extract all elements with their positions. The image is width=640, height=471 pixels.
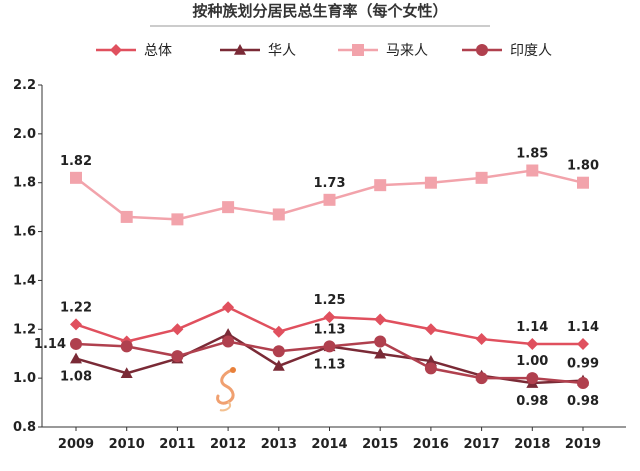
data-point bbox=[120, 367, 133, 379]
data-label: 0.98 bbox=[516, 394, 548, 409]
x-tick-label: 2009 bbox=[58, 437, 94, 452]
data-point bbox=[171, 323, 184, 336]
data-label: 1.73 bbox=[313, 176, 345, 191]
data-point bbox=[70, 352, 82, 364]
data-point bbox=[374, 179, 387, 192]
x-tick-label: 2010 bbox=[109, 437, 145, 452]
data-point bbox=[323, 340, 336, 353]
y-tick-label: 2.0 bbox=[13, 127, 36, 142]
data-point bbox=[424, 176, 437, 189]
data-point bbox=[424, 355, 437, 366]
x-tick-label: 2019 bbox=[565, 437, 601, 452]
x-tick-label: 2012 bbox=[210, 437, 246, 452]
data-point bbox=[272, 345, 285, 358]
x-tick-label: 2013 bbox=[261, 437, 297, 452]
data-point bbox=[475, 372, 488, 385]
y-tick-label: 1.8 bbox=[13, 176, 36, 191]
series-2 bbox=[70, 164, 589, 226]
data-point bbox=[374, 347, 387, 359]
legend-marker bbox=[476, 44, 488, 56]
data-point bbox=[323, 311, 336, 324]
data-label: 1.85 bbox=[516, 147, 548, 162]
data-point bbox=[526, 164, 539, 177]
data-label: 1.13 bbox=[313, 322, 345, 337]
data-point bbox=[171, 213, 184, 226]
data-label: 1.00 bbox=[516, 354, 548, 369]
data-point bbox=[374, 313, 387, 326]
legend-item-1: 华人 bbox=[220, 43, 296, 59]
legend-marker bbox=[234, 44, 246, 55]
data-label: 1.80 bbox=[567, 159, 599, 174]
y-axis: 0.8 1.0 1.2 1.4 1.6 1.8 2.0 2.2 bbox=[13, 78, 43, 435]
legend-label: 印度人 bbox=[510, 43, 552, 59]
data-label: 1.22 bbox=[60, 300, 92, 315]
data-point bbox=[70, 337, 82, 350]
data-point bbox=[70, 318, 82, 331]
x-tick-label: 2011 bbox=[159, 437, 195, 452]
x-axis: 2009 2010 2011 2012 2013 2014 2015 2016 2017 2018… bbox=[42, 426, 626, 452]
legend-marker bbox=[110, 44, 122, 56]
data-label: 1.14 bbox=[34, 337, 66, 352]
data-point bbox=[374, 335, 387, 348]
series-group bbox=[70, 164, 589, 390]
y-tick-label: 1.2 bbox=[13, 322, 36, 337]
legend-item-2: 马来人 bbox=[338, 43, 428, 59]
data-point bbox=[577, 337, 589, 350]
data-point bbox=[272, 208, 285, 221]
data-point bbox=[222, 201, 235, 214]
data-label: 0.99 bbox=[567, 357, 599, 372]
data-point bbox=[475, 333, 488, 346]
legend: 总体 华人 马来人 印度人 bbox=[96, 43, 552, 59]
x-tick-label: 2014 bbox=[311, 437, 347, 452]
legend-label: 总体 bbox=[144, 43, 172, 59]
series-0 bbox=[70, 301, 589, 350]
chart-title: 按种族划分居民总生育率（每个女性） bbox=[192, 2, 447, 20]
x-tick-label: 2015 bbox=[362, 437, 398, 452]
data-label: 1.14 bbox=[516, 320, 548, 335]
legend-item-3: 印度人 bbox=[462, 43, 552, 59]
data-point bbox=[171, 350, 184, 363]
series-3 bbox=[70, 335, 589, 390]
x-tick-label: 2018 bbox=[514, 437, 550, 452]
x-tick-label: 2017 bbox=[464, 437, 500, 452]
data-label: 0.98 bbox=[567, 394, 599, 409]
y-tick-label: 0.8 bbox=[13, 420, 36, 435]
data-labels: 1.82 1.73 1.85 1.80 1.22 1.25 1.14 1.14 1.14 1.13… bbox=[34, 147, 599, 410]
legend-label: 马来人 bbox=[386, 43, 428, 59]
data-point bbox=[222, 301, 235, 314]
data-point bbox=[222, 335, 235, 348]
legend-item-0: 总体 bbox=[96, 43, 172, 59]
dragon-watermark-icon bbox=[216, 367, 236, 412]
data-point bbox=[424, 323, 437, 336]
legend-marker bbox=[352, 44, 364, 56]
data-point bbox=[120, 210, 133, 223]
y-tick-label: 1.0 bbox=[13, 371, 36, 386]
x-tick-label: 2016 bbox=[413, 437, 449, 452]
legend-label: 华人 bbox=[268, 43, 296, 59]
data-label: 1.25 bbox=[313, 293, 345, 308]
data-label: 1.13 bbox=[313, 357, 345, 372]
data-point bbox=[526, 337, 539, 350]
data-point bbox=[272, 325, 285, 338]
y-tick-label: 2.2 bbox=[13, 78, 36, 93]
data-point bbox=[475, 171, 488, 184]
data-label: 1.82 bbox=[60, 154, 92, 169]
y-tick-label: 1.6 bbox=[13, 225, 36, 240]
data-point bbox=[526, 372, 539, 385]
data-point bbox=[323, 193, 336, 206]
data-point bbox=[424, 362, 437, 375]
y-tick-label: 1.4 bbox=[13, 273, 36, 288]
data-point bbox=[70, 171, 82, 184]
data-point bbox=[577, 377, 589, 390]
data-point bbox=[120, 340, 133, 353]
data-label: 1.14 bbox=[567, 320, 599, 335]
data-label: 1.08 bbox=[60, 370, 92, 385]
data-point bbox=[222, 328, 235, 339]
data-point bbox=[272, 359, 285, 371]
data-point bbox=[577, 176, 589, 189]
